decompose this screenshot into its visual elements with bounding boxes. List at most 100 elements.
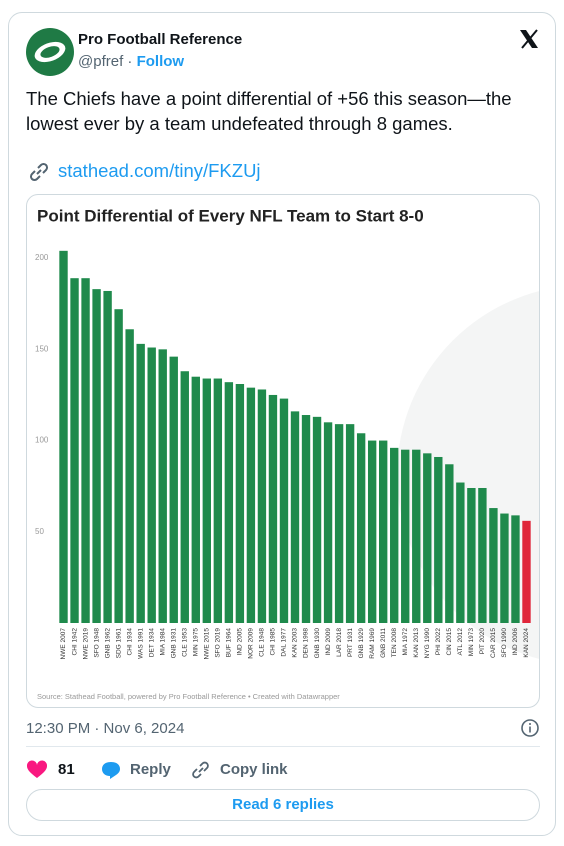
- x-tick-label: NOR 2009: [248, 628, 255, 659]
- bar: [114, 309, 123, 623]
- x-tick-label: MIA 1972: [402, 628, 409, 656]
- bar: [246, 387, 256, 623]
- bar: [434, 456, 443, 623]
- bar: [213, 378, 223, 623]
- bar: [489, 508, 498, 623]
- bar: [202, 378, 212, 623]
- like-count[interactable]: 81: [58, 761, 75, 778]
- bar: [191, 376, 200, 623]
- x-tick-label: IND 2006: [512, 628, 519, 656]
- chart: Point Differential of Every NFL Team to …: [35, 206, 539, 701]
- link-icon: [29, 162, 49, 182]
- bar: [268, 394, 278, 623]
- bar: [334, 424, 344, 623]
- x-tick-label: IND 2009: [325, 628, 332, 656]
- bar: [412, 449, 421, 623]
- bar: [125, 329, 134, 623]
- bar: [511, 515, 520, 623]
- tweet-link[interactable]: stathead.com/tiny/FKZUj: [58, 160, 261, 181]
- bar: [312, 416, 322, 623]
- x-tick-label: GNB 1929: [358, 628, 365, 659]
- reply-icon[interactable]: [100, 760, 122, 780]
- tweet-text: The Chiefs have a point differential of …: [26, 88, 512, 134]
- reply-button[interactable]: Reply: [130, 761, 171, 778]
- x-tick-label: SFO 1948: [93, 628, 100, 658]
- copy-link-button[interactable]: Copy link: [220, 761, 288, 778]
- bar: [356, 433, 366, 623]
- x-tick-label: DAL 1977: [281, 628, 288, 657]
- bar: [367, 440, 377, 623]
- author-name[interactable]: Pro Football Reference: [78, 31, 243, 48]
- bar: [158, 349, 167, 623]
- bar: [70, 278, 79, 623]
- read-replies-button[interactable]: Read 6 replies: [26, 789, 540, 821]
- bar: [467, 487, 476, 623]
- bar: [445, 464, 454, 623]
- x-tick-label: GNB 2011: [380, 628, 387, 658]
- y-tick-label: 100: [35, 436, 49, 445]
- bar: [522, 520, 531, 623]
- copy-icon[interactable]: [190, 760, 212, 780]
- x-tick-label: CIN 2015: [446, 628, 453, 656]
- x-tick-label: KAN 2003: [292, 628, 299, 658]
- chart-card: Point Differential of Every NFL Team to …: [26, 194, 540, 708]
- bar: [323, 422, 333, 623]
- x-tick-label: KAN 2024: [523, 628, 530, 658]
- x-tick-label: CHI 1942: [71, 628, 78, 656]
- bar: [81, 278, 90, 623]
- bar: [279, 398, 289, 623]
- x-tick-label: GNB 1930: [314, 628, 321, 659]
- x-tick-label: LAR 2018: [336, 628, 343, 657]
- x-tick-label: SDG 1961: [115, 628, 122, 659]
- bar: [103, 290, 112, 623]
- follow-button[interactable]: Follow: [136, 53, 185, 70]
- bar: [301, 415, 311, 623]
- bar: [456, 482, 465, 623]
- x-tick-label: CLE 1948: [259, 628, 266, 657]
- x-tick-label: SFO 1990: [501, 628, 508, 658]
- bar: [180, 371, 189, 623]
- x-tick-label: MIA 1984: [159, 628, 166, 656]
- x-tick-label: CAR 2015: [490, 628, 497, 658]
- x-tick-label: MIN 1975: [193, 628, 200, 657]
- bar: [290, 411, 300, 623]
- chart-source: Source: Stathead Football, powered by Pr…: [37, 692, 340, 701]
- x-tick-label: NWE 2007: [60, 628, 67, 660]
- bar: [136, 343, 145, 623]
- bar: [478, 487, 487, 623]
- x-tick-label: PIT 2020: [479, 628, 486, 655]
- divider: [26, 746, 540, 747]
- bar: [257, 389, 267, 623]
- x-tick-label: GNB 1931: [170, 628, 177, 659]
- x-tick-label: CLE 1953: [181, 628, 188, 657]
- bar: [147, 347, 156, 623]
- x-tick-label: DEN 1998: [303, 628, 310, 658]
- chart-title: Point Differential of Every NFL Team to …: [37, 206, 424, 225]
- x-tick-label: TEN 2008: [391, 628, 398, 658]
- x-tick-label: IND 2005: [237, 628, 244, 656]
- author-line: @pfref · Follow: [78, 53, 184, 70]
- bar: [92, 289, 101, 623]
- x-tick-label: PRT 1931: [347, 628, 354, 657]
- x-tick-label: CHI 1985: [270, 628, 277, 656]
- tweet-card: [8, 12, 556, 836]
- x-tick-label: WAS 1991: [137, 628, 144, 659]
- x-logo[interactable]: [518, 28, 540, 50]
- bar: [224, 382, 234, 623]
- x-tick-label: GNB 1962: [104, 628, 111, 659]
- timestamp[interactable]: 12:30 PM · Nov 6, 2024: [26, 720, 185, 737]
- like-icon[interactable]: [26, 760, 48, 780]
- x-tick-label: NYG 1990: [424, 628, 431, 659]
- x-tick-label: ATL 2012: [457, 628, 464, 656]
- x-tick-label: KAN 2013: [413, 628, 420, 658]
- bar: [169, 356, 178, 623]
- handle: @pfref: [78, 53, 124, 70]
- x-tick-label: PHI 2022: [435, 628, 442, 655]
- x-tick-label: DET 1934: [148, 628, 155, 658]
- avatar[interactable]: [26, 28, 74, 76]
- y-tick-label: 200: [35, 253, 49, 262]
- info-icon[interactable]: [520, 718, 540, 738]
- bar: [423, 453, 432, 623]
- x-tick-label: MIN 1973: [468, 628, 475, 657]
